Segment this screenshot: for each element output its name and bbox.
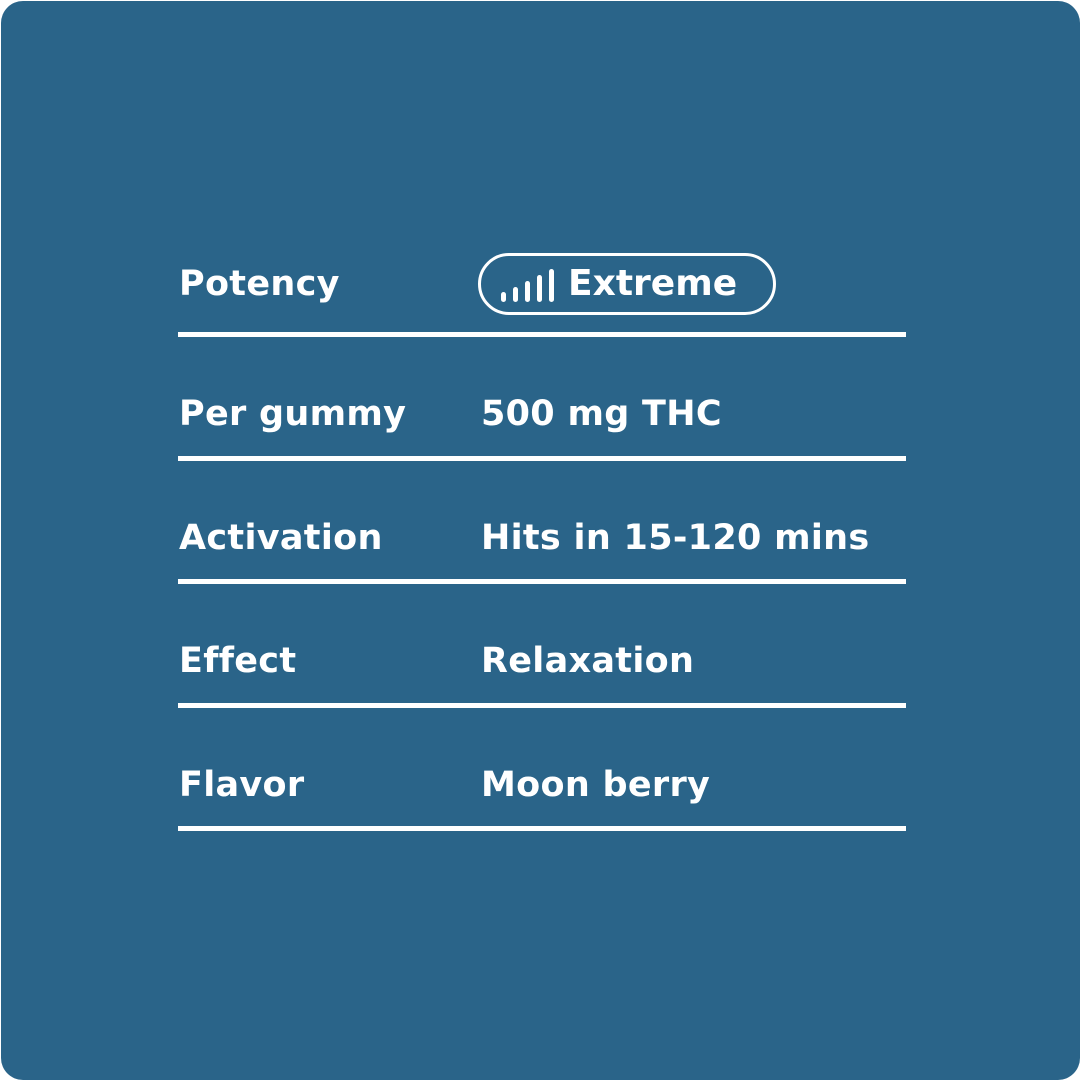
row-label: Potency (179, 264, 340, 304)
divider (178, 579, 906, 584)
row-label: Per gummy (179, 394, 407, 434)
divider (178, 456, 906, 461)
row-per-gummy: Per gummy 500 mg THC (178, 384, 906, 444)
row-effect: Effect Relaxation (178, 631, 906, 691)
divider (178, 826, 906, 831)
row-value: Moon berry (481, 765, 711, 805)
row-label: Flavor (179, 765, 305, 805)
potency-value: Extreme (568, 263, 738, 304)
row-value: Hits in 15-120 mins (481, 518, 870, 558)
row-label: Effect (179, 641, 297, 681)
row-activation: Activation Hits in 15-120 mins (178, 508, 906, 568)
divider (178, 703, 906, 708)
row-label: Activation (179, 518, 383, 558)
row-value: 500 mg THC (481, 394, 722, 434)
row-value: Relaxation (481, 641, 695, 681)
row-flavor: Flavor Moon berry (178, 755, 906, 815)
potency-badge: Extreme (478, 253, 776, 315)
row-potency: Potency Extreme (178, 253, 906, 315)
signal-bars-icon (501, 269, 557, 302)
divider (178, 332, 906, 337)
